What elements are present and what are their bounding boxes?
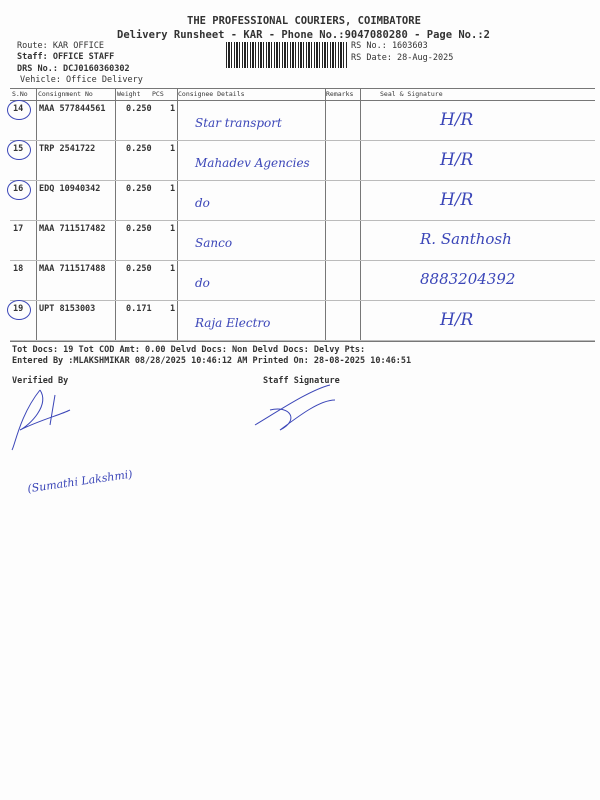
drs-number: DRS No.: DCJ0160360302 xyxy=(17,64,130,74)
row-divider xyxy=(10,260,595,261)
col-consignee: Consignee Details xyxy=(178,90,245,98)
col-consignment: Consignment No xyxy=(38,90,93,98)
route: Route: KAR OFFICE xyxy=(17,41,104,51)
serial-number: 17 xyxy=(13,224,24,234)
weight: 0.250 xyxy=(126,104,152,114)
staff-signature xyxy=(254,384,336,431)
circle-mark xyxy=(7,180,31,200)
row-divider xyxy=(10,220,595,221)
col-seal: Seal & Signature xyxy=(380,90,443,98)
consignment-number: MAA 711517482 xyxy=(39,224,106,234)
vehicle: Vehicle: Office Delivery xyxy=(20,75,143,85)
consignment-number: TRP 2541722 xyxy=(39,144,96,154)
company-name: THE PROFESSIONAL COURIERS, COIMBATORE xyxy=(187,15,421,27)
consignment-number: MAA 711517488 xyxy=(39,264,106,274)
entered-by: Entered By :MLAKSHMIKAR 08/28/2025 10:46… xyxy=(12,356,412,366)
pieces: 1 xyxy=(170,264,176,274)
consignment-number: MAA 577844561 xyxy=(39,104,106,114)
consignee-details: do xyxy=(195,276,210,290)
pieces: 1 xyxy=(170,184,176,194)
pieces: 1 xyxy=(170,144,176,154)
barcode xyxy=(226,42,348,68)
pieces: 1 xyxy=(170,224,176,234)
row-divider xyxy=(10,180,595,181)
handwritten-name: (Sumathi Lakshmi) xyxy=(26,467,134,496)
staff-signature-label: Staff Signature xyxy=(263,376,340,386)
col-remarks: Remarks xyxy=(326,90,354,98)
col-weight: Weight xyxy=(117,90,141,98)
weight: 0.250 xyxy=(126,264,152,274)
consignee-details: Star transport xyxy=(195,116,282,130)
circle-mark xyxy=(7,100,31,120)
seal-signature: H/R xyxy=(440,310,474,330)
staff: Staff: OFFICE STAFF xyxy=(17,52,115,62)
verified-by-label: Verified By xyxy=(12,376,69,386)
consignee-details: do xyxy=(195,196,210,210)
seal-signature: R. Santhosh xyxy=(420,230,512,248)
consignment-number: UPT 8153003 xyxy=(39,304,96,314)
weight: 0.250 xyxy=(126,184,152,194)
pieces: 1 xyxy=(170,104,176,114)
row-divider xyxy=(10,340,595,341)
seal-signature: H/R xyxy=(440,190,474,210)
col-pcs: PCS xyxy=(152,90,164,98)
weight: 0.171 xyxy=(126,304,152,314)
consignee-details: Sanco xyxy=(195,236,233,250)
seal-signature: H/R xyxy=(440,150,474,170)
pieces: 1 xyxy=(170,304,176,314)
row-divider xyxy=(10,140,595,141)
verified-signature xyxy=(11,389,71,451)
circle-mark xyxy=(7,140,31,160)
seal-signature: H/R xyxy=(440,110,474,130)
row-divider xyxy=(10,300,595,301)
rs-date: RS Date: 28-Aug-2025 xyxy=(351,53,454,63)
totals: Tot Docs: 19 Tot COD Amt: 0.00 Delvd Doc… xyxy=(12,345,366,355)
runsheet-title: Delivery Runsheet - KAR - Phone No.:9047… xyxy=(117,29,490,41)
col-sno: S.No xyxy=(12,90,28,98)
consignee-details: Mahadev Agencies xyxy=(195,156,310,170)
seal-signature: 8883204392 xyxy=(420,270,516,288)
weight: 0.250 xyxy=(126,144,152,154)
serial-number: 18 xyxy=(13,264,24,274)
weight: 0.250 xyxy=(126,224,152,234)
consignment-number: EDQ 10940342 xyxy=(39,184,101,194)
consignee-details: Raja Electro xyxy=(195,316,271,330)
circle-mark xyxy=(7,300,31,320)
rs-number: RS No.: 1603603 xyxy=(351,41,428,51)
